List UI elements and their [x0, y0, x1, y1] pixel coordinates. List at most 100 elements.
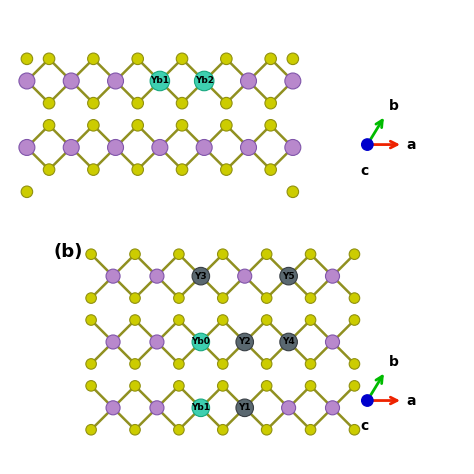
Circle shape	[19, 73, 35, 89]
Circle shape	[176, 53, 188, 64]
Circle shape	[218, 425, 228, 435]
Circle shape	[326, 335, 339, 349]
Circle shape	[349, 293, 360, 303]
Circle shape	[261, 359, 272, 369]
Circle shape	[305, 381, 316, 391]
Circle shape	[150, 71, 170, 91]
Circle shape	[265, 164, 276, 175]
Text: b: b	[389, 99, 399, 113]
Circle shape	[132, 53, 144, 64]
Circle shape	[265, 97, 276, 109]
Circle shape	[130, 249, 140, 259]
Circle shape	[63, 139, 79, 155]
Circle shape	[362, 139, 373, 150]
Text: Y2: Y2	[238, 337, 251, 346]
Circle shape	[150, 335, 164, 349]
Circle shape	[173, 381, 184, 391]
Circle shape	[86, 315, 96, 325]
Circle shape	[192, 399, 210, 417]
Circle shape	[19, 139, 35, 155]
Circle shape	[220, 119, 232, 131]
Circle shape	[285, 139, 301, 155]
Circle shape	[237, 335, 252, 349]
Circle shape	[88, 119, 99, 131]
Circle shape	[305, 359, 316, 369]
Circle shape	[108, 73, 124, 89]
Circle shape	[218, 293, 228, 303]
Circle shape	[130, 425, 140, 435]
Circle shape	[326, 401, 339, 415]
Circle shape	[349, 425, 360, 435]
Circle shape	[86, 425, 96, 435]
Circle shape	[63, 73, 79, 89]
Circle shape	[220, 97, 232, 109]
Circle shape	[261, 293, 272, 303]
Circle shape	[173, 359, 184, 369]
Circle shape	[86, 381, 96, 391]
Circle shape	[106, 269, 120, 283]
Circle shape	[261, 249, 272, 259]
Circle shape	[287, 186, 299, 198]
Circle shape	[282, 401, 296, 415]
Circle shape	[43, 97, 55, 109]
Circle shape	[88, 53, 99, 64]
Circle shape	[305, 315, 316, 325]
Circle shape	[132, 97, 144, 109]
Circle shape	[130, 315, 140, 325]
Circle shape	[349, 315, 360, 325]
Text: Yb1: Yb1	[191, 403, 210, 412]
Circle shape	[237, 401, 252, 415]
Circle shape	[43, 164, 55, 175]
Circle shape	[280, 333, 297, 351]
Circle shape	[130, 381, 140, 391]
Circle shape	[196, 73, 212, 89]
Circle shape	[280, 267, 297, 285]
Text: a: a	[407, 393, 416, 408]
Circle shape	[218, 381, 228, 391]
Circle shape	[265, 119, 276, 131]
Circle shape	[282, 335, 296, 349]
Circle shape	[86, 359, 96, 369]
Circle shape	[305, 249, 316, 259]
Circle shape	[88, 97, 99, 109]
Circle shape	[305, 425, 316, 435]
Circle shape	[88, 164, 99, 175]
Circle shape	[43, 53, 55, 64]
Circle shape	[173, 315, 184, 325]
Circle shape	[21, 186, 33, 198]
Circle shape	[152, 73, 168, 89]
Text: Y4: Y4	[282, 337, 295, 346]
Circle shape	[150, 269, 164, 283]
Circle shape	[173, 249, 184, 259]
Circle shape	[21, 53, 33, 64]
Circle shape	[130, 359, 140, 369]
Circle shape	[106, 335, 120, 349]
Circle shape	[285, 73, 301, 89]
Circle shape	[218, 249, 228, 259]
Circle shape	[194, 401, 208, 415]
Circle shape	[218, 359, 228, 369]
Circle shape	[106, 401, 120, 415]
Circle shape	[176, 97, 188, 109]
Text: Y3: Y3	[194, 272, 207, 281]
Circle shape	[265, 53, 276, 64]
Circle shape	[194, 335, 208, 349]
Circle shape	[196, 139, 212, 155]
Circle shape	[349, 381, 360, 391]
Text: b: b	[389, 355, 399, 369]
Circle shape	[261, 425, 272, 435]
Circle shape	[108, 139, 124, 155]
Circle shape	[261, 381, 272, 391]
Circle shape	[237, 269, 252, 283]
Circle shape	[194, 269, 208, 283]
Text: c: c	[361, 164, 369, 178]
Circle shape	[349, 359, 360, 369]
Circle shape	[349, 249, 360, 259]
Text: Y1: Y1	[238, 403, 251, 412]
Circle shape	[282, 269, 296, 283]
Circle shape	[86, 293, 96, 303]
Circle shape	[152, 139, 168, 155]
Circle shape	[236, 333, 254, 351]
Circle shape	[173, 425, 184, 435]
Text: c: c	[361, 419, 369, 434]
